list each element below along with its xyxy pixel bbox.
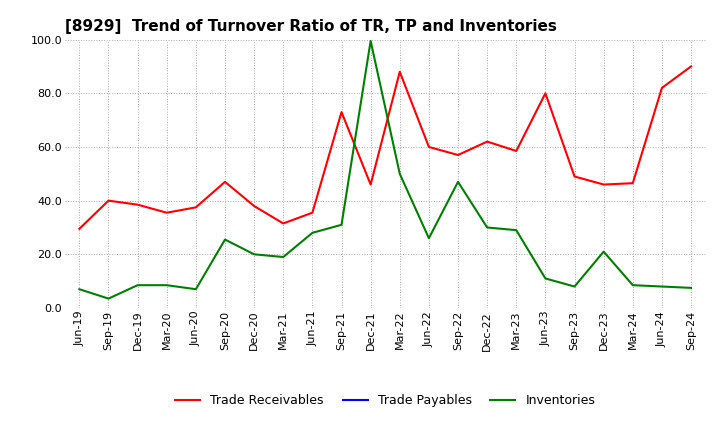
Inventories <box>75 286 84 292</box>
Inventories <box>483 225 492 230</box>
Inventories <box>454 179 462 184</box>
Line: Trade Receivables: Trade Receivables <box>79 66 691 229</box>
Trade Receivables <box>192 205 200 210</box>
Trade Receivables <box>599 182 608 187</box>
Inventories <box>541 276 550 281</box>
Trade Receivables <box>366 182 375 187</box>
Trade Receivables <box>308 210 317 215</box>
Trade Receivables <box>395 69 404 74</box>
Legend: Trade Receivables, Trade Payables, Inventories: Trade Receivables, Trade Payables, Inven… <box>170 389 600 412</box>
Inventories <box>308 230 317 235</box>
Inventories <box>133 282 142 288</box>
Trade Receivables <box>425 144 433 150</box>
Inventories <box>425 235 433 241</box>
Trade Receivables <box>687 64 696 69</box>
Inventories <box>570 284 579 289</box>
Trade Receivables <box>483 139 492 144</box>
Inventories <box>192 286 200 292</box>
Trade Receivables <box>133 202 142 207</box>
Inventories <box>687 285 696 290</box>
Trade Receivables <box>337 110 346 115</box>
Trade Receivables <box>629 180 637 186</box>
Inventories <box>104 296 113 301</box>
Trade Receivables <box>250 203 258 209</box>
Trade Receivables <box>220 179 229 184</box>
Text: [8929]  Trend of Turnover Ratio of TR, TP and Inventories: [8929] Trend of Turnover Ratio of TR, TP… <box>65 19 557 34</box>
Trade Receivables <box>512 148 521 154</box>
Trade Receivables <box>657 85 666 91</box>
Trade Receivables <box>570 174 579 179</box>
Inventories <box>337 222 346 227</box>
Inventories <box>366 38 375 44</box>
Trade Receivables <box>454 152 462 158</box>
Inventories <box>599 249 608 254</box>
Inventories <box>512 227 521 233</box>
Inventories <box>220 237 229 242</box>
Inventories <box>250 252 258 257</box>
Inventories <box>629 282 637 288</box>
Line: Inventories: Inventories <box>79 41 691 299</box>
Trade Receivables <box>75 226 84 231</box>
Trade Receivables <box>541 91 550 96</box>
Trade Receivables <box>104 198 113 203</box>
Inventories <box>395 171 404 176</box>
Inventories <box>657 284 666 289</box>
Trade Receivables <box>163 210 171 215</box>
Trade Receivables <box>279 221 287 226</box>
Inventories <box>279 254 287 260</box>
Inventories <box>163 282 171 288</box>
